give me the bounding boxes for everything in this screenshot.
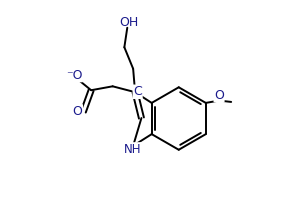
Text: O: O [73, 105, 82, 118]
Text: OH: OH [119, 16, 139, 29]
Text: C: C [133, 85, 142, 98]
Text: NH: NH [123, 143, 141, 156]
Text: O: O [214, 89, 224, 102]
Text: ⁻O: ⁻O [66, 69, 82, 82]
